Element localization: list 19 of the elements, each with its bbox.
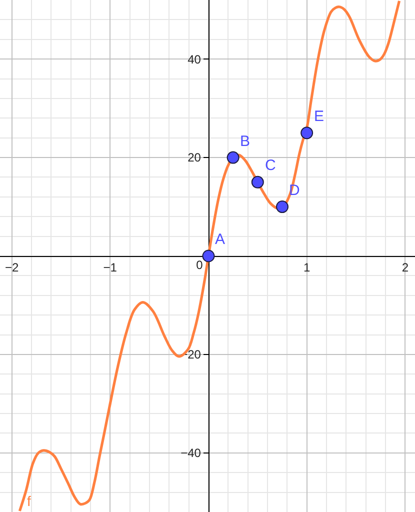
annotation: B [240, 133, 250, 150]
x-tick-label: −1 [103, 260, 118, 274]
point [276, 200, 288, 214]
point [226, 151, 240, 164]
point [251, 176, 264, 188]
x-tick-label: 1 [303, 260, 310, 274]
annotation: E [314, 108, 324, 125]
x-tick-label: 2 [402, 260, 409, 274]
annotation: C [265, 157, 276, 174]
point [300, 126, 314, 140]
annotation: A [215, 231, 226, 248]
line-series [18, 0, 401, 512]
y-tick-label: −40 [180, 446, 202, 460]
x-tick-label: 0 [196, 258, 204, 272]
y-tick-label: 20 [188, 150, 202, 165]
x-tick-label: −2 [4, 260, 19, 274]
point [202, 250, 215, 262]
series-label: f [27, 493, 31, 509]
y-tick-label: 40 [188, 52, 202, 66]
